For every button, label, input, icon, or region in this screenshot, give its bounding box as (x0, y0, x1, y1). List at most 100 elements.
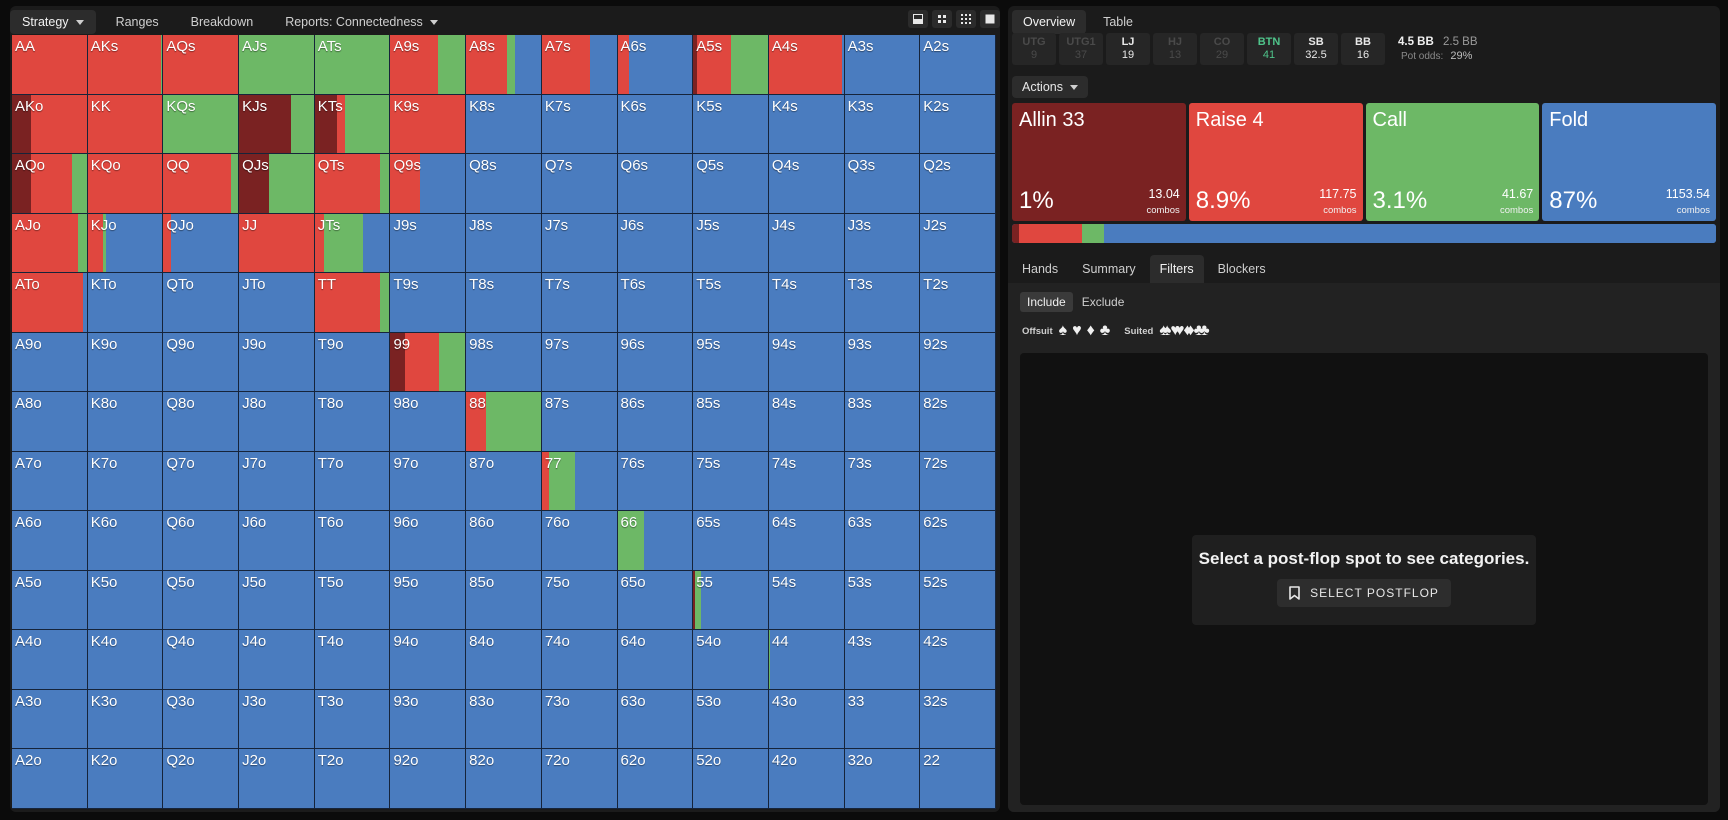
hand-cell-A6s[interactable]: A6s (617, 35, 694, 95)
tab-blockers[interactable]: Blockers (1217, 262, 1266, 276)
hand-cell-KTo[interactable]: KTo (87, 273, 164, 333)
hand-cell-Q5o[interactable]: Q5o (163, 570, 240, 631)
hand-cell-T3s[interactable]: T3s (844, 273, 921, 333)
hand-cell-JTo[interactable]: JTo (239, 273, 315, 333)
hand-cell-T5o[interactable]: T5o (314, 570, 391, 631)
tab-overview[interactable]: Overview (1012, 10, 1087, 34)
hand-cell-94o[interactable]: 94o (390, 630, 467, 690)
action-card-raise[interactable]: Raise 4 8.9% 117.75 combos (1188, 103, 1363, 221)
hand-cell-J2s[interactable]: J2s (920, 213, 996, 274)
hand-cell-75o[interactable]: 75o (541, 570, 618, 631)
hand-cell-85s[interactable]: 85s (693, 392, 769, 452)
hand-cell-98o[interactable]: 98o (390, 392, 467, 452)
hand-cell-T3o[interactable]: T3o (314, 689, 391, 750)
hand-cell-JJ[interactable]: JJ (239, 213, 315, 274)
hand-cell-72o[interactable]: 72o (541, 749, 618, 809)
hand-cell-KK[interactable]: KK (87, 94, 164, 155)
actions-dropdown[interactable]: Actions (1012, 76, 1088, 98)
hand-cell-K7o[interactable]: K7o (87, 451, 164, 512)
hand-cell-J7s[interactable]: J7s (541, 213, 618, 274)
hand-cell-A3o[interactable]: A3o (12, 689, 88, 750)
hand-cell-T8s[interactable]: T8s (466, 273, 542, 333)
hand-cell-A8s[interactable]: A8s (466, 35, 542, 95)
hand-cell-KJs[interactable]: KJs (239, 94, 315, 155)
hand-cell-A9s[interactable]: A9s (390, 35, 467, 95)
hand-cell-A5o[interactable]: A5o (12, 570, 88, 631)
hand-cell-66[interactable]: 66 (617, 511, 694, 571)
hand-cell-KJo[interactable]: KJo (87, 213, 164, 274)
hand-cell-A7s[interactable]: A7s (541, 35, 618, 95)
hand-cell-AQs[interactable]: AQs (163, 35, 240, 95)
hand-cell-Q4o[interactable]: Q4o (163, 630, 240, 690)
hand-cell-83o[interactable]: 83o (466, 689, 542, 750)
hand-cell-A9o[interactable]: A9o (12, 332, 88, 393)
tab-filters[interactable]: Filters (1149, 255, 1204, 283)
hand-cell-T4s[interactable]: T4s (768, 273, 845, 333)
hand-cell-83s[interactable]: 83s (844, 392, 921, 452)
hand-cell-T6o[interactable]: T6o (314, 511, 391, 571)
action-card-call[interactable]: Call 3.1% 41.67 combos (1365, 103, 1540, 221)
position-btn[interactable]: BTN 41 (1247, 33, 1291, 65)
hand-cell-J7o[interactable]: J7o (239, 451, 315, 512)
hand-cell-74o[interactable]: 74o (541, 630, 618, 690)
hand-cell-QTo[interactable]: QTo (163, 273, 240, 333)
hand-cell-73s[interactable]: 73s (844, 451, 921, 512)
hand-cell-82s[interactable]: 82s (920, 392, 996, 452)
hand-cell-86o[interactable]: 86o (466, 511, 542, 571)
hand-cell-53o[interactable]: 53o (693, 689, 769, 750)
hand-cell-ATs[interactable]: ATs (314, 35, 391, 95)
hand-cell-J5s[interactable]: J5s (693, 213, 769, 274)
hand-cell-A5s[interactable]: A5s (693, 35, 769, 95)
hand-cell-Q3o[interactable]: Q3o (163, 689, 240, 750)
hand-cell-TT[interactable]: TT (314, 273, 391, 333)
hand-cell-Q9o[interactable]: Q9o (163, 332, 240, 393)
hand-cell-53s[interactable]: 53s (844, 570, 921, 631)
hand-cell-72s[interactable]: 72s (920, 451, 996, 512)
hand-cell-62o[interactable]: 62o (617, 749, 694, 809)
hand-cell-87o[interactable]: 87o (466, 451, 542, 512)
hand-cell-54s[interactable]: 54s (768, 570, 845, 631)
hand-cell-KQs[interactable]: KQs (163, 94, 240, 155)
hand-cell-T4o[interactable]: T4o (314, 630, 391, 690)
hand-cell-K2o[interactable]: K2o (87, 749, 164, 809)
hand-cell-J6s[interactable]: J6s (617, 213, 694, 274)
hand-cell-K7s[interactable]: K7s (541, 94, 618, 155)
hand-cell-T9o[interactable]: T9o (314, 332, 391, 393)
hand-cell-33[interactable]: 33 (844, 689, 921, 750)
hand-cell-AKo[interactable]: AKo (12, 94, 88, 155)
hand-cell-A2s[interactable]: A2s (920, 35, 996, 95)
hand-cell-K5o[interactable]: K5o (87, 570, 164, 631)
hand-cell-T7s[interactable]: T7s (541, 273, 618, 333)
hand-cell-QQ[interactable]: QQ (163, 154, 240, 214)
hand-cell-K2s[interactable]: K2s (920, 94, 996, 155)
tab-breakdown[interactable]: Breakdown (179, 10, 266, 34)
hand-cell-75s[interactable]: 75s (693, 451, 769, 512)
hand-cell-AKs[interactable]: AKs (87, 35, 164, 95)
hand-cell-97s[interactable]: 97s (541, 332, 618, 393)
hand-cell-Q5s[interactable]: Q5s (693, 154, 769, 214)
hand-cell-K6o[interactable]: K6o (87, 511, 164, 571)
hand-cell-96s[interactable]: 96s (617, 332, 694, 393)
hand-cell-K4o[interactable]: K4o (87, 630, 164, 690)
hand-cell-Q6o[interactable]: Q6o (163, 511, 240, 571)
select-postflop-button[interactable]: SELECT POSTFLOP (1277, 579, 1451, 607)
hand-cell-J9o[interactable]: J9o (239, 332, 315, 393)
tab-reports-connectedness[interactable]: Reports: Connectedness (273, 10, 450, 34)
offsuit-spade-icon[interactable]: ♠ (1058, 322, 1068, 339)
hand-cell-82o[interactable]: 82o (466, 749, 542, 809)
hand-cell-97o[interactable]: 97o (390, 451, 467, 512)
hand-cell-65o[interactable]: 65o (617, 570, 694, 631)
hand-cell-KQo[interactable]: KQo (87, 154, 164, 214)
hand-cell-98s[interactable]: 98s (466, 332, 542, 393)
hand-cell-QTs[interactable]: QTs (314, 154, 391, 214)
hand-cell-A3s[interactable]: A3s (844, 35, 921, 95)
hand-cell-T8o[interactable]: T8o (314, 392, 391, 452)
hand-cell-T2o[interactable]: T2o (314, 749, 391, 809)
hand-cell-76s[interactable]: 76s (617, 451, 694, 512)
hand-cell-63s[interactable]: 63s (844, 511, 921, 571)
hand-cell-86s[interactable]: 86s (617, 392, 694, 452)
hand-cell-74s[interactable]: 74s (768, 451, 845, 512)
hand-cell-KTs[interactable]: KTs (314, 94, 391, 155)
hand-cell-J8s[interactable]: J8s (466, 213, 542, 274)
hand-cell-K9s[interactable]: K9s (390, 94, 467, 155)
